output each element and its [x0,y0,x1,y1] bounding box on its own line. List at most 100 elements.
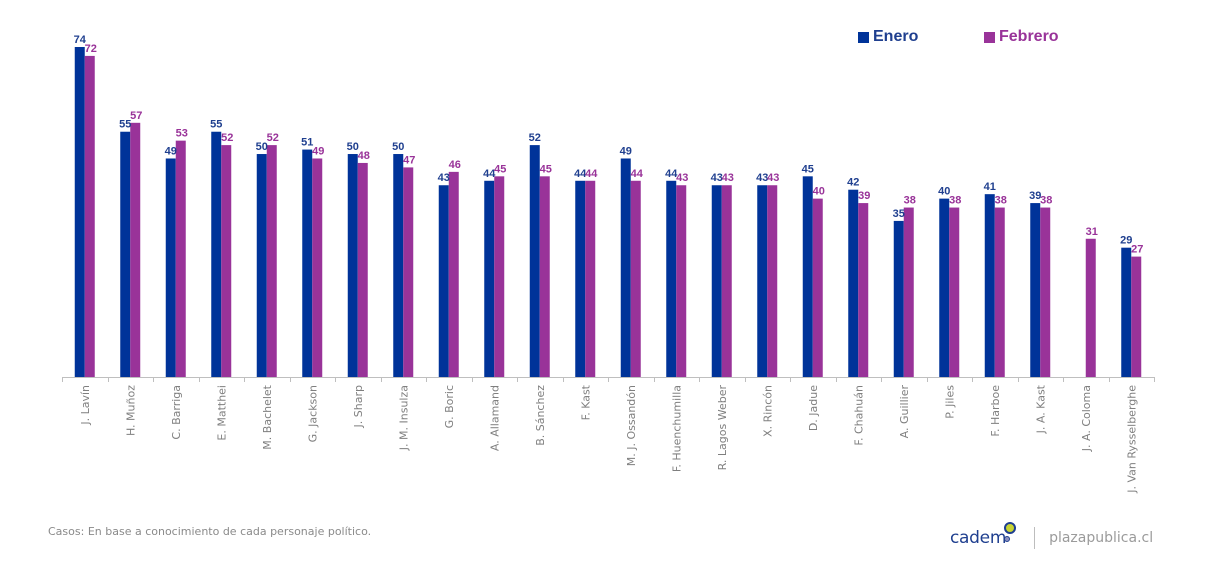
x-tick-label: B. Sánchez [534,385,547,446]
bar-febrero [585,180,596,377]
data-label-febrero: 48 [358,150,370,162]
bar-enero [575,180,586,377]
data-label-enero: 55 [210,119,222,131]
x-tick-label: J. Van Rysselberghe [1125,385,1138,494]
bar-febrero [676,185,687,377]
data-label-enero: 50 [392,141,404,153]
data-label-enero: 50 [256,141,268,153]
legend-item-enero: Enero [858,28,918,46]
x-tick-label: M. Bachelet [261,384,274,449]
data-label-enero: 51 [301,137,313,149]
data-label-febrero: 38 [904,195,916,207]
bar-enero [74,47,85,377]
x-tick-label: F. Huenchumilla [670,385,683,472]
data-label-enero: 40 [938,186,950,198]
bar-enero [256,154,267,377]
bar-enero [438,185,449,377]
bar-enero [1121,247,1132,377]
x-axis: J. Lavín H. Muñoz C. Barriga E. Matthei M. B… [62,377,1155,494]
data-label-febrero: 38 [949,195,961,207]
bar-febrero [221,145,232,377]
data-label-enero: 49 [620,145,632,157]
legend-swatch-enero [858,31,869,43]
data-label-enero: 74 [74,34,87,46]
x-tick-label: G. Jackson [306,385,319,442]
bar-enero [120,131,131,377]
data-label-febrero: 27 [1131,244,1143,256]
x-tick-label: H. Muñoz [124,385,137,436]
data-label-febrero: 57 [130,110,142,122]
data-label-enero: 44 [665,168,678,180]
bar-febrero [994,207,1005,377]
x-tick-label: J. M. Insulza [397,385,410,451]
bar-febrero [266,145,277,377]
bar-enero [165,158,176,377]
data-label-enero: 39 [1029,190,1041,202]
data-label-febrero: 44 [631,168,644,180]
bar-febrero [448,171,459,377]
bar-febrero [767,185,778,377]
bar-enero [848,189,859,377]
x-tick-label: X. Rincón [761,385,774,437]
bar-enero [393,154,404,377]
data-label-febrero: 72 [85,43,97,55]
x-tick-label: G. Boric [443,385,456,428]
bar-enero [302,149,313,377]
x-tick-label: D. Jadue [807,385,820,431]
divider [1034,527,1036,549]
x-tick-label: P. Jiles [943,385,956,419]
legend-label-febrero: Febrero [999,28,1059,45]
data-label-febrero: 43 [767,172,779,184]
bar-enero [211,131,222,377]
bar-enero [984,194,995,377]
legend-label-enero: Enero [873,28,919,45]
x-tick-label: J. Lavín [79,385,92,426]
data-label-febrero: 46 [449,159,461,171]
bar-febrero [949,207,960,377]
data-label-enero: 52 [529,132,541,144]
bar-febrero [539,176,550,377]
logo-small-circle-icon [1004,536,1011,542]
bar-enero [939,198,950,377]
x-tick-label: F. Chahuán [852,385,865,446]
data-label-enero: 43 [711,172,723,184]
bar-enero [711,185,722,377]
data-label-febrero: 52 [267,132,279,144]
bar-febrero [903,207,914,377]
bar-enero [484,180,495,377]
data-label-enero: 49 [165,145,177,157]
data-label-enero: 42 [847,177,859,189]
bar-febrero [721,185,732,377]
x-tick-label: A. Guillier [898,385,911,439]
bar-febrero [858,203,869,377]
bar-enero [347,154,358,377]
bar-febrero [175,140,186,377]
footnote: Casos: En base a conocimiento de cada pe… [48,525,372,538]
bar-febrero [84,55,95,378]
x-tick-label: J. A. Coloma [1080,385,1093,452]
data-label-febrero: 44 [585,168,598,180]
bar-febrero [812,198,823,377]
x-tick-label: A. Allamand [488,385,501,451]
legend-swatch-febrero [984,31,995,43]
data-label-enero: 41 [984,181,996,193]
data-label-enero: 43 [756,172,768,184]
bar-febrero [1040,207,1051,377]
data-label-febrero: 53 [176,128,188,140]
bar-febrero [1085,238,1096,377]
data-label-enero: 55 [119,119,131,131]
data-label-febrero: 47 [403,154,415,166]
cadem-logo: cadem [950,522,1017,548]
data-label-febrero: 49 [312,145,324,157]
site-url: plazapublica.cl [1049,530,1154,546]
bar-febrero [494,176,505,377]
data-label-enero: 35 [893,208,905,220]
x-tick-label: J. Sharp [352,385,365,428]
data-label-febrero: 45 [540,163,552,175]
data-label-febrero: 40 [813,186,825,198]
x-tick-label: F. Harboe [989,385,1002,437]
bar-enero [757,185,768,377]
bar-febrero [130,122,141,377]
data-label-enero: 50 [347,141,359,153]
